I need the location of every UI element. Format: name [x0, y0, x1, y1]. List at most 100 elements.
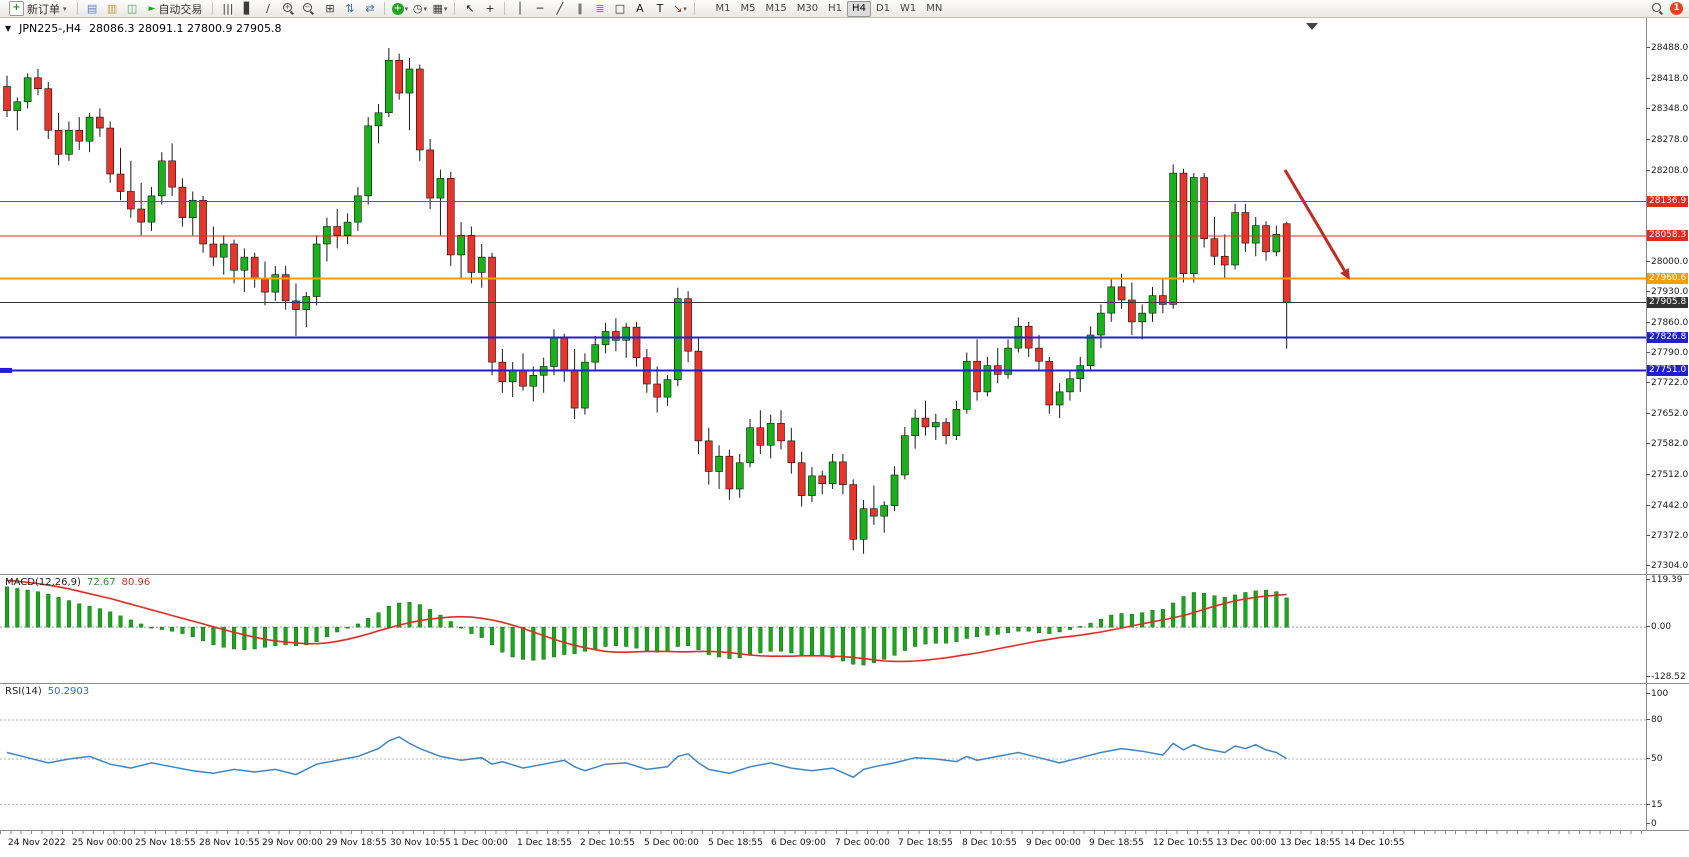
- toolbar-group-zoom: + −: [279, 0, 318, 18]
- horizontal-line-icon: ─: [536, 1, 544, 15]
- add-indicator-icon: +: [391, 2, 404, 15]
- shapes-button[interactable]: □: [610, 0, 629, 18]
- time-axis-label: 9 Dec 00:00: [1026, 838, 1081, 848]
- text-icon: A: [636, 1, 644, 15]
- chart-shift-marker-icon[interactable]: [1306, 23, 1318, 30]
- channel-button[interactable]: ∥: [570, 0, 589, 18]
- timeframe-w1[interactable]: W1: [900, 3, 917, 14]
- price-tick-label: 28278.0: [1645, 134, 1689, 145]
- price-tick-label: 27442.0: [1645, 500, 1689, 511]
- toolbar-group-views: ▤ ▥ ◫: [83, 0, 142, 18]
- horizontal-line-button[interactable]: ─: [530, 0, 549, 18]
- tile-windows-button[interactable]: ⊞: [320, 0, 339, 18]
- vertical-line-icon: │: [516, 1, 524, 15]
- shapes-icon: □: [614, 1, 626, 15]
- charts-window-button[interactable]: ▤: [83, 0, 102, 18]
- autotrading-button[interactable]: ► 自动交易: [144, 0, 208, 18]
- time-axis-label: 13 Dec 00:00: [1216, 838, 1277, 848]
- macd-plot[interactable]: [0, 575, 1646, 683]
- objects-list-icon: ⇄: [365, 1, 375, 15]
- symbol-period: JPN225-,H4: [19, 22, 81, 35]
- time-axis-label: 25 Nov 18:55: [135, 838, 196, 848]
- time-axis-label: 12 Dec 10:55: [1153, 838, 1214, 848]
- main-chart-plot[interactable]: [0, 18, 1646, 575]
- price-tick-label: 27512.0: [1645, 470, 1689, 480]
- price-tick-label: 28488.0: [1645, 43, 1689, 53]
- price-tick-label: 27582.0: [1645, 439, 1689, 450]
- indicator-list-button[interactable]: ⇅: [340, 0, 359, 18]
- price-level-badge: 28058.3: [1647, 230, 1689, 242]
- macd-histogram: [4, 586, 1289, 666]
- timeframe-d1[interactable]: D1: [875, 3, 890, 14]
- zoom-in-icon: +: [282, 2, 295, 15]
- chart-title: ▼ JPN225-,H4 28086.3 28091.1 27800.9 279…: [5, 22, 281, 35]
- timeframe-h4[interactable]: H4: [847, 0, 871, 17]
- zoom-out-icon: −: [302, 2, 315, 15]
- toolbar-group-draw: │ ─ ╱ ∥ ≣ □ A T ↘ ▾: [510, 0, 689, 18]
- arrows-button[interactable]: ↘ ▾: [670, 0, 689, 18]
- rsi-value: 50.2903: [47, 686, 90, 697]
- timeframe-h1[interactable]: H1: [828, 3, 843, 14]
- chevron-down-icon: ▾: [404, 4, 409, 13]
- objects-list-button[interactable]: ⇄: [360, 0, 379, 18]
- time-axis-label: 1 Dec 00:00: [453, 838, 508, 848]
- trendline-icon: ╱: [556, 1, 564, 15]
- indicator-list-icon: ⇅: [345, 1, 355, 15]
- quotes-window-button[interactable]: ▥: [103, 0, 122, 18]
- candles: [3, 48, 1291, 554]
- period-clock-button[interactable]: ◷ ▾: [410, 0, 429, 18]
- navigator-window-icon: ◫: [126, 1, 138, 15]
- notification-badge[interactable]: 1: [1670, 2, 1683, 15]
- rsi-plot[interactable]: [0, 684, 1646, 830]
- templates-button[interactable]: ▦ ▾: [430, 0, 449, 18]
- candles-chart-button[interactable]: ▋: [238, 0, 257, 18]
- toolbar-separator: [504, 2, 506, 15]
- bars-chart-icon: |||: [222, 1, 234, 15]
- toolbar-group-charttype: ||| ▋ ∕: [218, 0, 277, 18]
- price-level-badge: 27960.6: [1647, 273, 1689, 285]
- price-tick-label: 28418.0: [1645, 73, 1689, 84]
- main-chart-panel: ▼ JPN225-,H4 28086.3 28091.1 27800.9 279…: [0, 18, 1689, 575]
- timeframe-m5[interactable]: M5: [740, 3, 756, 14]
- timeframe-m15[interactable]: M15: [765, 3, 787, 14]
- ohlc-values: 28086.3 28091.1 27800.9 27905.8: [89, 22, 282, 35]
- new-order-button[interactable]: + 新订单 ▾: [4, 0, 72, 18]
- time-axis-label: 14 Dec 10:55: [1344, 838, 1405, 848]
- rsi-axis-label: 100: [1645, 689, 1669, 699]
- time-axis-label: 5 Dec 00:00: [644, 838, 699, 848]
- text-button[interactable]: A: [630, 0, 649, 18]
- sell-arrow-annotation[interactable]: [1283, 169, 1350, 280]
- chart-menu-icon[interactable]: ▼: [5, 24, 12, 33]
- zoom-in-button[interactable]: +: [279, 0, 298, 18]
- time-axis[interactable]: 24 Nov 2022 25 Nov 00:00 25 Nov 18:55 28 No…: [0, 831, 1689, 857]
- zoom-out-button[interactable]: −: [299, 0, 318, 18]
- timeframe-m1[interactable]: M1: [715, 3, 731, 14]
- navigator-window-button[interactable]: ◫: [123, 0, 142, 18]
- price-axis-separator: [1646, 575, 1647, 683]
- vertical-line-button[interactable]: │: [510, 0, 529, 18]
- line-chart-button[interactable]: ∕: [258, 0, 277, 18]
- toolbar-separator: [212, 2, 214, 15]
- play-icon: ►: [148, 3, 156, 14]
- time-axis-label: 9 Dec 18:55: [1089, 838, 1144, 848]
- crosshair-button[interactable]: +: [480, 0, 499, 18]
- price-tick-label: 28348.0: [1645, 104, 1689, 115]
- macd-main-value: 72.67: [86, 577, 116, 588]
- bars-chart-button[interactable]: |||: [218, 0, 237, 18]
- toolbar-group-cursor: ↖ +: [460, 0, 499, 18]
- toolbar-group-windows: ⊞ ⇅ ⇄: [320, 0, 379, 18]
- add-indicator-button[interactable]: + ▾: [390, 0, 409, 18]
- label-button[interactable]: T: [650, 0, 669, 18]
- time-axis-label: 25 Nov 00:00: [72, 838, 133, 848]
- search-icon[interactable]: [1652, 2, 1664, 15]
- channel-icon: ∥: [577, 1, 583, 15]
- timeframe-mn[interactable]: MN: [926, 3, 943, 14]
- cursor-button[interactable]: ↖: [460, 0, 479, 18]
- time-axis-label: 29 Nov 18:55: [326, 838, 387, 848]
- autotrading-label: 自动交易: [158, 2, 203, 16]
- trendline-button[interactable]: ╱: [550, 0, 569, 18]
- timeframe-m30[interactable]: M30: [796, 3, 819, 14]
- fibonacci-button[interactable]: ≣: [590, 0, 609, 18]
- time-axis-label: 8 Dec 10:55: [962, 838, 1017, 848]
